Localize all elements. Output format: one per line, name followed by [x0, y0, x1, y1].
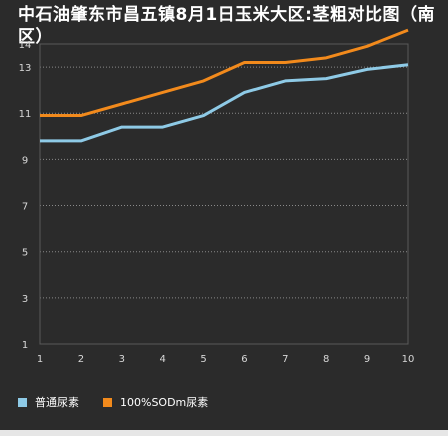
y-tick-label: 13: [19, 63, 32, 74]
x-tick-labels: 1 2 3 4 5 6 7 8 9 10: [37, 354, 415, 365]
y-tick-label: 14: [19, 40, 32, 51]
legend-item-series-2[interactable]: 100%SODm尿素: [103, 394, 208, 410]
series-line-1: [40, 63, 409, 143]
legend-swatch-series-1: [18, 397, 27, 407]
y-tick-label: 5: [22, 248, 28, 259]
y-tick-label: 1: [22, 340, 28, 351]
legend-swatch-series-2: [103, 397, 112, 407]
x-tick-label: 2: [78, 354, 84, 365]
x-tick-label: 5: [200, 354, 206, 365]
y-tick-label: 3: [22, 294, 28, 305]
x-tick-label: 8: [323, 354, 329, 365]
y-tick-label: 11: [19, 109, 32, 120]
chart-title: 中石油肇东市昌五镇8月1日玉米大区:茎粗对比图（南区）: [18, 5, 435, 47]
x-tick-label: 1: [37, 354, 43, 365]
x-tick-label: 7: [282, 354, 288, 365]
legend-label-series-2: 100%SODm尿素: [120, 396, 209, 409]
x-tick-label: 6: [241, 354, 247, 365]
x-tick-label: 4: [159, 354, 165, 365]
x-tick-label: 3: [119, 354, 125, 365]
x-tick-label: 10: [402, 354, 415, 365]
grid-lines: [40, 66, 408, 299]
legend: 普通尿素 100%SODm尿素: [18, 394, 232, 410]
axes: [39, 43, 409, 345]
legend-item-series-1[interactable]: 普通尿素: [18, 394, 79, 410]
plot-frame: [39, 43, 409, 345]
series-line-2: [40, 28, 409, 118]
y-tick-label: 9: [22, 155, 28, 166]
series-lines: [40, 28, 409, 143]
y-tick-label: 7: [22, 202, 28, 213]
legend-label-series-1: 普通尿素: [35, 396, 79, 409]
x-tick-label: 9: [364, 354, 370, 365]
bottom-scrollbar: [0, 430, 448, 436]
